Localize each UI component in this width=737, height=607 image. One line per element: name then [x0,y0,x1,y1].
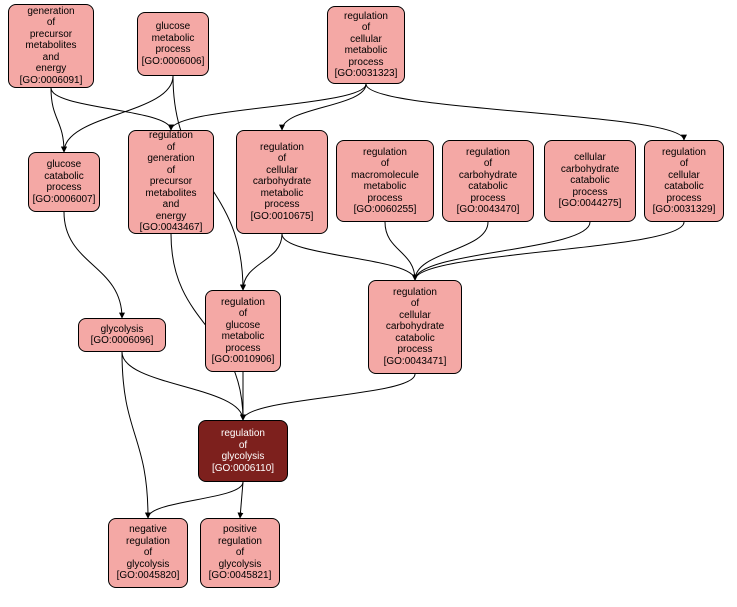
node-go-id: [GO:0006110] [212,463,274,475]
node-n0: generationofprecursormetabolitesandenerg… [8,4,94,88]
node-go-id: [GO:0006096] [91,335,154,347]
node-n13: regulationofglycolysis[GO:0006110] [198,420,288,482]
node-go-id: [GO:0043467] [140,222,203,234]
node-n3: glucosecatabolicprocess[GO:0006007] [28,152,100,212]
edge [122,352,148,518]
node-label: cellularcarbohydratecatabolicprocess [561,152,619,198]
node-go-id: [GO:0044275] [559,198,622,210]
node-label: regulationofcellularmetabolicprocess [344,11,388,69]
node-n2: regulationofcellularmetabolicprocess[GO:… [327,6,405,84]
node-go-id: [GO:0006007] [33,194,96,206]
edge [64,212,122,318]
node-n7: regulationofcarbohydratecatabolicprocess… [442,140,534,222]
node-go-id: [GO:0043471] [384,356,447,368]
node-label: regulationofgenerationofprecursormetabol… [145,130,196,222]
node-label: regulationofglycolysis [221,428,265,463]
node-label: positiveregulationofglycolysis [218,524,262,570]
edge [282,84,366,130]
node-label: regulationofcellularcatabolicprocess [662,147,706,205]
edge [148,482,243,518]
node-go-id: [GO:0010675] [251,211,314,223]
node-n9: regulationofcellularcatabolicprocess[GO:… [644,140,724,222]
node-label: regulationofcellularcarbohydratecataboli… [386,287,444,356]
node-go-id: [GO:0010906] [212,354,275,366]
node-n1: glucosemetabolicprocess[GO:0006006] [137,12,209,76]
edge [171,84,366,130]
node-label: regulationofmacromoleculemetabolicproces… [351,147,419,205]
edge [282,234,415,280]
edge [51,88,171,130]
node-n5: regulationofcellularcarbohydratemetaboli… [236,130,328,234]
node-label: glucosecatabolicprocess [44,159,83,194]
node-go-id: [GO:0031329] [653,204,716,216]
node-label: generationofprecursormetabolitesandenerg… [25,6,76,75]
node-label: negativeregulationofglycolysis [126,524,170,570]
node-go-id: [GO:0006006] [142,56,205,68]
edge [415,222,684,280]
node-go-id: [GO:0006091] [20,75,83,87]
node-n15: positiveregulationofglycolysis[GO:004582… [200,518,280,588]
edge [240,482,243,518]
node-go-id: [GO:0045820] [117,570,180,582]
edge [415,222,590,280]
edge [415,222,488,280]
node-label: glucosemetabolicprocess [152,21,195,56]
node-go-id: [GO:0031323] [335,68,398,80]
node-n10: glycolysis[GO:0006096] [78,318,166,352]
node-go-id: [GO:0045821] [209,570,272,582]
node-n6: regulationofmacromoleculemetabolicproces… [336,140,434,222]
node-go-id: [GO:0043470] [457,204,520,216]
node-label: regulationofglucosemetabolicprocess [221,297,265,355]
node-go-id: [GO:0060255] [354,204,417,216]
edge [366,84,684,140]
node-n14: negativeregulationofglycolysis[GO:004582… [108,518,188,588]
node-n4: regulationofgenerationofprecursormetabol… [128,130,214,234]
node-label: glycolysis [101,324,144,336]
node-label: regulationofcarbohydratecatabolicprocess [459,147,517,205]
edge [243,234,282,290]
node-n11: regulationofglucosemetabolicprocess[GO:0… [205,290,281,372]
edge [385,222,415,280]
node-n8: cellularcarbohydratecatabolicprocess[GO:… [544,140,636,222]
edge [243,374,415,420]
node-label: regulationofcellularcarbohydratemetaboli… [253,142,311,211]
node-n12: regulationofcellularcarbohydratecataboli… [368,280,462,374]
